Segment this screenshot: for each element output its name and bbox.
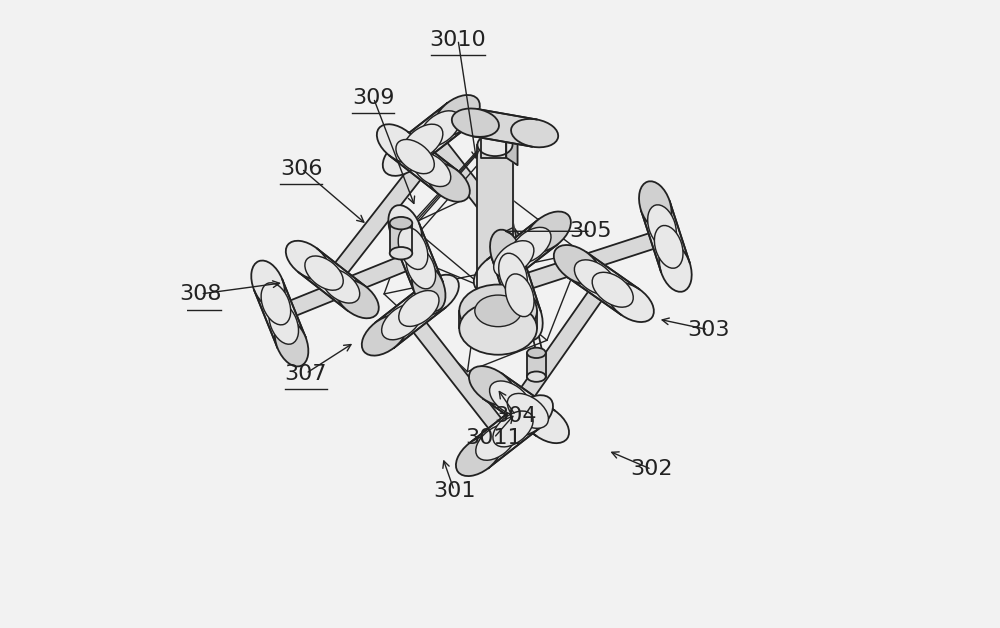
Polygon shape	[568, 252, 639, 315]
Ellipse shape	[434, 95, 480, 136]
Ellipse shape	[390, 247, 412, 259]
Ellipse shape	[511, 119, 558, 148]
Ellipse shape	[362, 315, 408, 355]
Ellipse shape	[507, 395, 553, 436]
Polygon shape	[391, 224, 443, 293]
Ellipse shape	[388, 205, 422, 253]
Text: 3011: 3011	[465, 428, 522, 448]
Polygon shape	[469, 403, 540, 468]
Ellipse shape	[396, 139, 434, 174]
Ellipse shape	[403, 124, 443, 160]
Polygon shape	[492, 249, 541, 320]
Ellipse shape	[574, 260, 615, 295]
Ellipse shape	[412, 153, 451, 187]
Ellipse shape	[456, 435, 502, 476]
Ellipse shape	[527, 372, 546, 382]
Ellipse shape	[251, 261, 285, 308]
Ellipse shape	[269, 302, 299, 344]
Polygon shape	[487, 220, 558, 284]
Polygon shape	[375, 283, 446, 347]
Ellipse shape	[459, 302, 537, 355]
Ellipse shape	[527, 348, 546, 358]
Polygon shape	[506, 123, 518, 165]
Ellipse shape	[335, 279, 379, 318]
Polygon shape	[390, 223, 412, 253]
Ellipse shape	[477, 134, 513, 156]
Text: 304: 304	[494, 406, 537, 426]
Ellipse shape	[648, 205, 676, 247]
Ellipse shape	[383, 135, 428, 176]
Polygon shape	[326, 158, 430, 284]
Polygon shape	[404, 310, 511, 441]
Ellipse shape	[321, 269, 360, 303]
Ellipse shape	[420, 111, 460, 147]
Ellipse shape	[607, 283, 654, 322]
Ellipse shape	[459, 284, 537, 337]
Ellipse shape	[261, 283, 291, 325]
Text: 307: 307	[285, 364, 327, 384]
Ellipse shape	[639, 181, 672, 230]
Polygon shape	[514, 229, 668, 293]
Polygon shape	[459, 311, 537, 328]
Polygon shape	[481, 123, 506, 158]
Ellipse shape	[476, 425, 516, 460]
Ellipse shape	[413, 274, 459, 315]
Text: 308: 308	[179, 284, 222, 304]
Polygon shape	[277, 251, 420, 321]
Ellipse shape	[377, 124, 420, 163]
Ellipse shape	[554, 245, 600, 284]
Polygon shape	[254, 279, 305, 348]
Ellipse shape	[382, 304, 422, 340]
Text: 303: 303	[687, 320, 729, 340]
Ellipse shape	[390, 217, 412, 229]
Text: 309: 309	[352, 88, 395, 108]
Ellipse shape	[525, 212, 571, 252]
Ellipse shape	[477, 309, 513, 332]
Ellipse shape	[286, 241, 329, 279]
Ellipse shape	[507, 393, 548, 428]
Ellipse shape	[522, 404, 569, 443]
Polygon shape	[473, 109, 537, 147]
Ellipse shape	[493, 411, 533, 447]
Ellipse shape	[469, 366, 516, 406]
Ellipse shape	[511, 227, 551, 263]
Text: 306: 306	[280, 159, 323, 178]
Polygon shape	[389, 132, 457, 194]
Ellipse shape	[490, 230, 523, 278]
Ellipse shape	[505, 274, 534, 317]
Polygon shape	[481, 123, 518, 131]
Polygon shape	[298, 249, 366, 311]
Ellipse shape	[654, 225, 683, 268]
Ellipse shape	[475, 295, 521, 327]
Ellipse shape	[474, 252, 520, 293]
Polygon shape	[641, 201, 690, 272]
Ellipse shape	[398, 227, 428, 269]
Ellipse shape	[510, 291, 543, 340]
Ellipse shape	[275, 318, 308, 367]
Text: 302: 302	[630, 460, 673, 479]
Ellipse shape	[406, 247, 436, 289]
Polygon shape	[527, 353, 546, 377]
Text: 3010: 3010	[430, 30, 486, 50]
Ellipse shape	[494, 241, 534, 276]
Polygon shape	[396, 103, 467, 168]
Polygon shape	[425, 131, 529, 257]
Polygon shape	[512, 279, 610, 409]
Ellipse shape	[412, 263, 445, 311]
Ellipse shape	[452, 109, 499, 137]
Polygon shape	[477, 145, 513, 320]
Ellipse shape	[305, 256, 343, 290]
Ellipse shape	[659, 243, 692, 292]
Text: 301: 301	[433, 480, 476, 501]
Ellipse shape	[490, 381, 531, 416]
Ellipse shape	[499, 253, 527, 296]
Ellipse shape	[592, 273, 633, 307]
Text: 305: 305	[570, 221, 612, 241]
Ellipse shape	[399, 291, 439, 327]
Polygon shape	[483, 373, 555, 436]
Ellipse shape	[426, 163, 470, 202]
